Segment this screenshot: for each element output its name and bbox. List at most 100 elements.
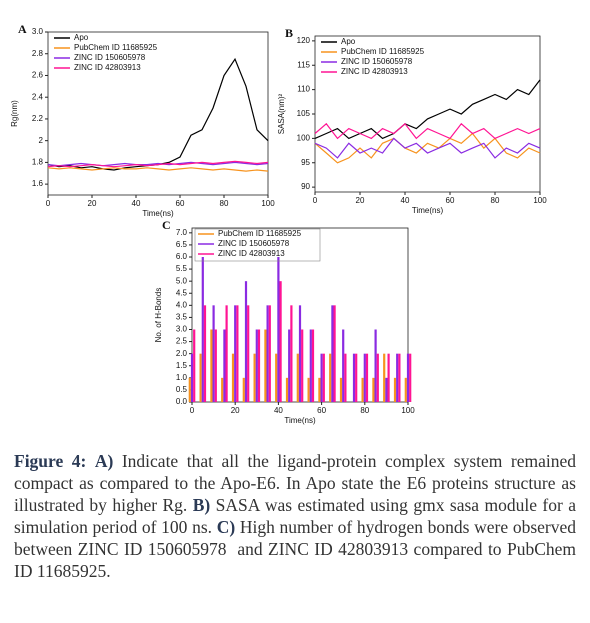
- caption: Figure 4: A) Indicate that all the ligan…: [14, 450, 576, 582]
- panel-letter: C: [162, 218, 171, 232]
- x-tick-label: 20: [231, 406, 240, 415]
- x-tick-label: 40: [132, 199, 141, 208]
- y-tick-label: 2: [39, 136, 44, 145]
- bar: [253, 353, 256, 402]
- x-tick-label: 0: [313, 196, 318, 205]
- bar: [361, 377, 364, 402]
- legend-label: PubChem ID 11685925: [218, 229, 302, 238]
- x-tick-label: 60: [317, 406, 326, 415]
- y-tick-label: 2.0: [176, 349, 188, 358]
- bar: [307, 377, 310, 402]
- bar: [264, 329, 267, 402]
- x-tick-label: 80: [220, 199, 229, 208]
- x-tick-label: 100: [261, 199, 275, 208]
- bar: [285, 377, 289, 402]
- x-tick-label: 0: [190, 406, 195, 415]
- caption-text: Indicate that all the ligand-protein com…: [14, 451, 581, 515]
- legend-label: PubChem ID 11685925: [341, 47, 425, 56]
- y-tick-label: 120: [297, 36, 311, 45]
- bar: [221, 377, 224, 402]
- bar: [309, 329, 312, 402]
- panel-letter: A: [18, 22, 27, 36]
- bar: [266, 305, 269, 402]
- caption-label: A): [94, 451, 114, 471]
- series-line: [314, 122, 541, 140]
- bar: [374, 329, 377, 402]
- y-tick-label: 115: [297, 60, 310, 69]
- bar: [268, 305, 271, 402]
- bar: [339, 377, 343, 402]
- bar: [244, 281, 248, 402]
- legend-label: ZINC ID 42803913: [218, 249, 285, 258]
- x-tick-label: 100: [401, 406, 415, 415]
- figure: A 1.6 1.8 2 2.2 2.4 2.6 2.8 3.0 0 20 40 60 80 100 Time(…: [10, 22, 547, 425]
- bar: [214, 329, 217, 402]
- x-axis-label: Time(ns): [142, 209, 174, 218]
- bar: [301, 329, 304, 402]
- bar: [329, 353, 332, 402]
- series-line: [47, 160, 269, 168]
- y-tick-label: 2.2: [32, 114, 44, 123]
- legend-label: Apo: [74, 33, 89, 42]
- y-tick-label: 95: [301, 158, 310, 167]
- x-tick-label: 20: [356, 196, 365, 205]
- x-axis-label: Time(ns): [284, 416, 316, 425]
- series-line: [314, 132, 541, 164]
- y-tick-label: 4.5: [176, 288, 188, 297]
- y-tick-label: 6.0: [176, 252, 188, 261]
- x-tick-label: 0: [46, 199, 51, 208]
- y-tick-label: 7.0: [176, 228, 188, 237]
- legend-box: [194, 228, 321, 262]
- bar: [387, 353, 390, 402]
- bar: [210, 329, 213, 402]
- bar: [236, 305, 239, 402]
- bar: [311, 329, 315, 402]
- legend-label: ZINC ID 150605978: [341, 57, 413, 66]
- series-line: [314, 79, 541, 140]
- x-tick-label: 60: [176, 199, 185, 208]
- y-tick-label: 1.0: [176, 373, 188, 382]
- y-tick-label: 3.5: [176, 313, 188, 322]
- panel-letter: B: [285, 26, 293, 40]
- bar: [193, 329, 196, 402]
- x-tick-label: 40: [401, 196, 410, 205]
- bar: [393, 377, 397, 402]
- y-tick-label: 0.0: [176, 397, 188, 406]
- bar: [290, 305, 293, 402]
- bar: [247, 305, 250, 402]
- bar: [365, 353, 369, 402]
- y-tick-label: 2.4: [32, 92, 44, 101]
- bar: [318, 377, 321, 402]
- x-tick-label: 60: [446, 196, 455, 205]
- bar: [296, 353, 299, 402]
- bar: [277, 257, 280, 402]
- x-tick-label: 80: [491, 196, 500, 205]
- bar: [363, 353, 366, 402]
- y-tick-label: 2.5: [176, 337, 188, 346]
- y-tick-label: 110: [297, 85, 310, 94]
- x-tick-label: 40: [274, 406, 283, 415]
- y-tick-label: 3.0: [176, 325, 188, 334]
- bar: [212, 305, 215, 402]
- series-line: [47, 167, 269, 172]
- y-axis-label: Rg(nm): [10, 100, 19, 127]
- bar: [199, 353, 202, 402]
- bar: [372, 377, 375, 402]
- bar: [406, 353, 410, 402]
- legend-label: ZINC ID 42803913: [341, 67, 408, 76]
- bar: [255, 329, 258, 402]
- y-tick-label: 90: [301, 182, 310, 191]
- bar: [275, 353, 278, 402]
- y-axis-label: No. of H-Bonds: [154, 288, 163, 343]
- bar: [342, 329, 345, 402]
- bar: [279, 281, 282, 402]
- legend-label: ZINC ID 42803913: [74, 63, 141, 72]
- series-line: [47, 57, 269, 171]
- bar: [225, 305, 228, 402]
- y-tick-label: 1.6: [32, 179, 44, 188]
- plot-frame: [47, 31, 269, 196]
- bar: [331, 305, 334, 402]
- y-axis-label: SASA(nm)²: [277, 93, 286, 134]
- x-tick-label: 100: [533, 196, 547, 205]
- y-tick-label: 105: [297, 109, 311, 118]
